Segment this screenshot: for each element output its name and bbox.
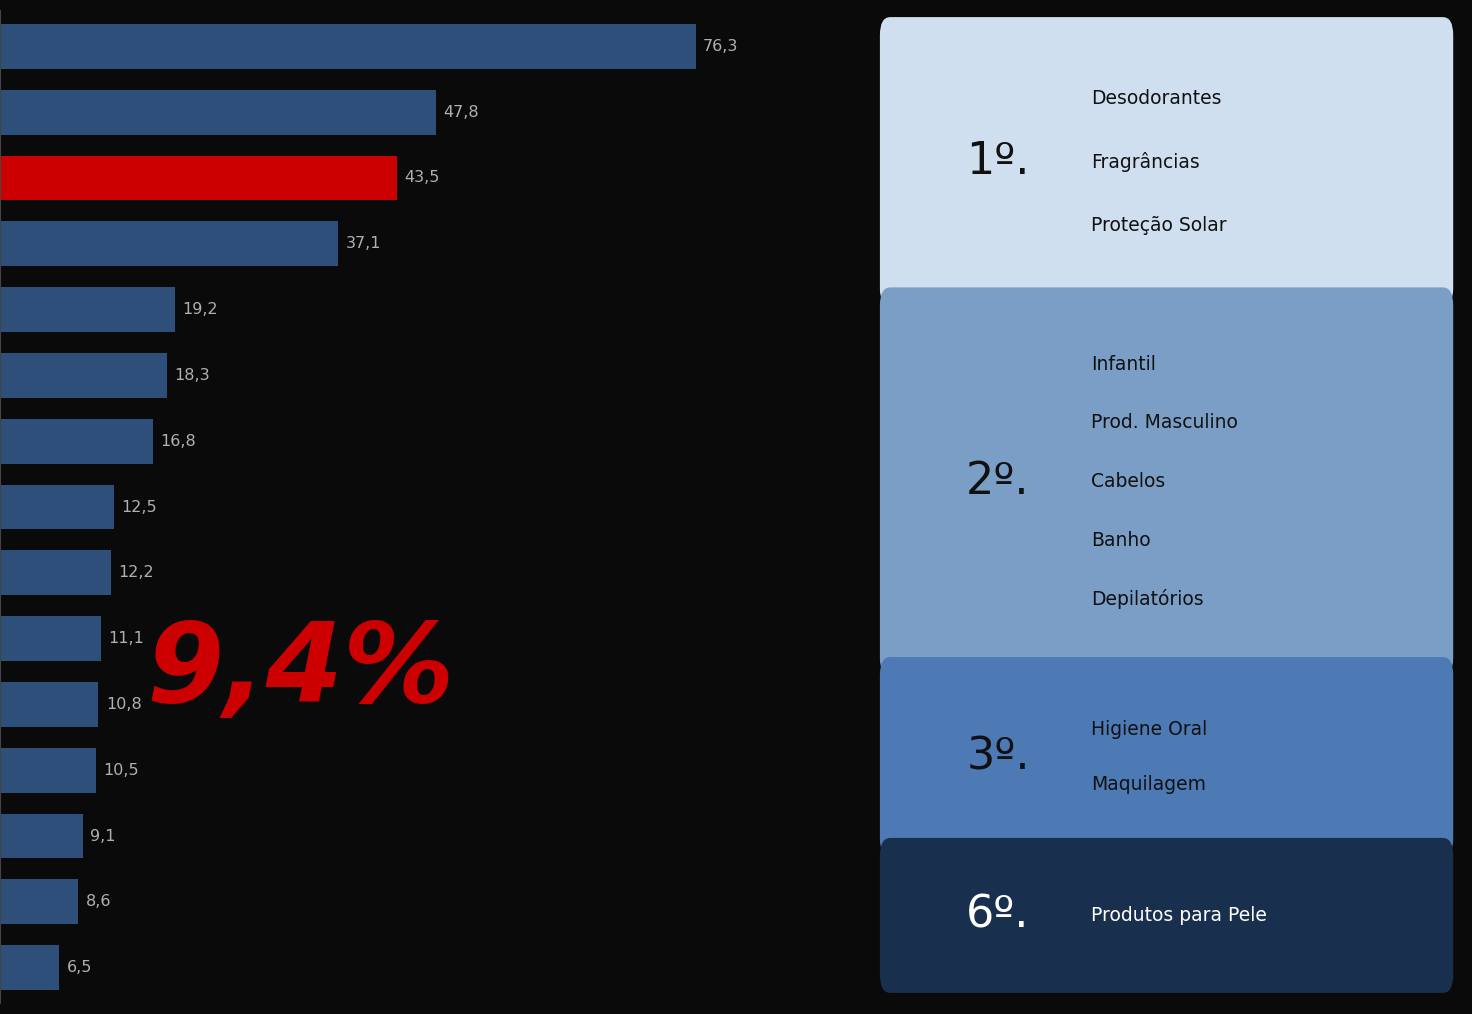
FancyBboxPatch shape: [880, 657, 1453, 857]
FancyBboxPatch shape: [880, 838, 1453, 993]
Text: Maquilagem: Maquilagem: [1091, 775, 1206, 794]
Text: 47,8: 47,8: [443, 104, 478, 120]
Text: 6º.: 6º.: [966, 894, 1029, 937]
Text: Produtos para Pele: Produtos para Pele: [1091, 906, 1267, 925]
Text: Infantil: Infantil: [1091, 355, 1156, 373]
Bar: [0, 287, 175, 332]
Bar: [0, 485, 113, 529]
Text: 8,6: 8,6: [85, 894, 112, 910]
Text: 9,1: 9,1: [90, 828, 116, 844]
FancyBboxPatch shape: [880, 17, 1453, 306]
Text: 10,5: 10,5: [103, 763, 138, 778]
Text: Desodorantes: Desodorantes: [1091, 89, 1222, 107]
Text: 11,1: 11,1: [109, 631, 144, 646]
Text: Fragrâncias: Fragrâncias: [1091, 152, 1200, 171]
Bar: [0, 748, 96, 793]
Text: 9,4%: 9,4%: [147, 618, 455, 725]
Text: 19,2: 19,2: [183, 302, 218, 317]
Bar: [0, 221, 339, 266]
Bar: [0, 813, 82, 859]
Bar: [0, 879, 78, 924]
Text: Cabelos: Cabelos: [1091, 473, 1166, 491]
Text: Prod. Masculino: Prod. Masculino: [1091, 414, 1238, 432]
Text: Banho: Banho: [1091, 531, 1151, 550]
Bar: [0, 90, 436, 135]
Bar: [0, 945, 59, 990]
Bar: [0, 419, 153, 463]
Text: 16,8: 16,8: [160, 434, 196, 448]
Text: 37,1: 37,1: [346, 236, 381, 251]
Text: 6,5: 6,5: [66, 960, 91, 975]
Bar: [0, 155, 397, 201]
Bar: [0, 617, 102, 661]
Text: 76,3: 76,3: [704, 39, 739, 54]
Text: Depilatórios: Depilatórios: [1091, 589, 1204, 609]
Text: 2º.: 2º.: [966, 460, 1030, 503]
Text: 3º.: 3º.: [966, 735, 1030, 779]
Text: 18,3: 18,3: [174, 368, 210, 383]
Text: 1º.: 1º.: [966, 140, 1029, 184]
Bar: [0, 682, 99, 727]
Bar: [0, 353, 166, 397]
Text: 10,8: 10,8: [106, 697, 141, 712]
FancyBboxPatch shape: [880, 287, 1453, 676]
Bar: [0, 24, 696, 69]
Text: 12,5: 12,5: [121, 500, 158, 514]
Text: 43,5: 43,5: [403, 170, 439, 186]
Text: 12,2: 12,2: [119, 566, 155, 580]
Bar: [0, 551, 112, 595]
Text: Higiene Oral: Higiene Oral: [1091, 720, 1207, 739]
Text: Proteção Solar: Proteção Solar: [1091, 216, 1226, 234]
